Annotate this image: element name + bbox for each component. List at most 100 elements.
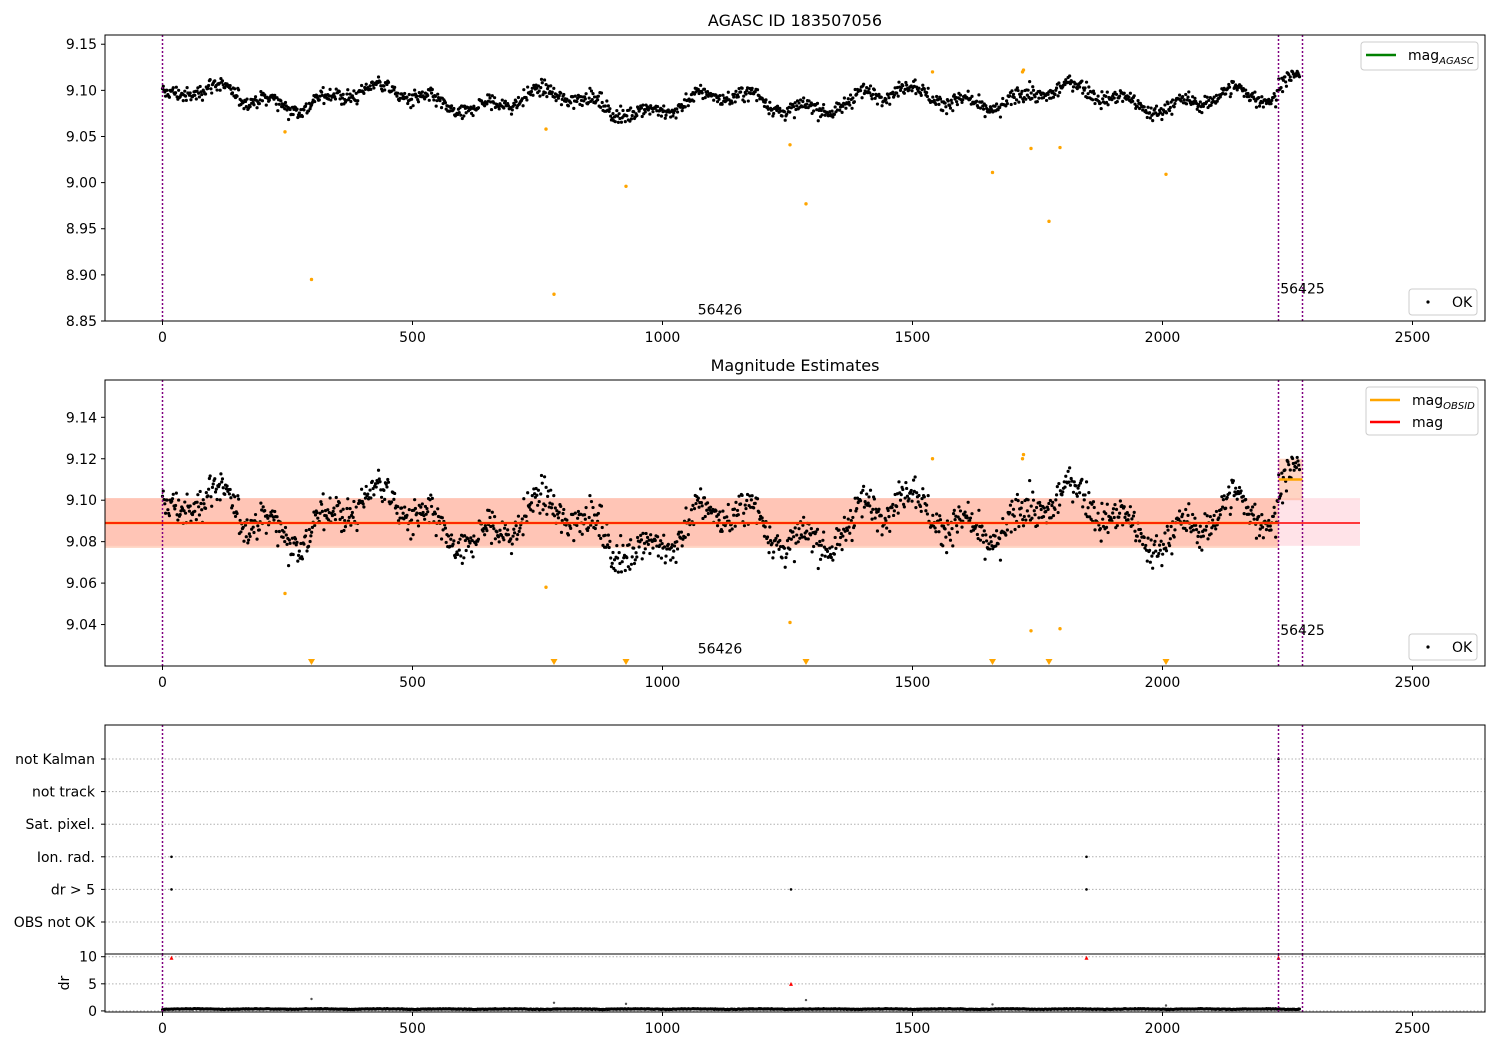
ok-point [988,535,993,539]
ok-point [1112,96,1116,100]
ok-point [302,542,306,546]
ok-point [853,87,857,92]
ok-point [904,480,908,485]
ok-point [545,95,549,99]
ok-point [1239,84,1243,88]
ok-point [416,100,421,104]
ok-point [384,482,388,486]
ok-point [1077,483,1081,488]
ok-point [340,96,344,100]
ok-point [441,528,445,532]
ok-point [230,504,235,508]
out-of-range-marker [1162,659,1170,665]
ok-point [1127,95,1131,99]
ok-point [683,535,687,539]
ok-point [901,83,905,88]
ok-point [788,110,792,114]
ok-point [605,99,609,103]
dr-point [1298,1007,1301,1011]
ok-point [1048,498,1053,503]
ok-point [1132,510,1136,515]
ok-point [770,541,774,545]
ok-point [516,514,521,518]
ok-point [578,530,582,534]
ok-point [629,106,633,110]
ok-point [378,80,382,84]
ok-point [532,492,537,496]
ok-point [487,508,491,513]
ok-point [436,92,440,96]
ok-point [715,524,720,528]
ok-point [1061,490,1065,494]
ok-point [1037,96,1041,100]
ok-point [910,89,914,93]
flag-row-label: not Kalman [15,752,95,768]
ok-point [961,98,965,102]
ok-point [572,106,576,110]
ok-point [409,537,413,541]
ok-point [580,532,584,536]
ok-point [187,509,192,513]
ok-point [890,506,894,510]
ok-point [1258,527,1262,531]
ok-point [266,516,270,520]
out-of-range-marker [989,659,996,665]
ok-point [651,110,655,114]
ok-point [1028,80,1032,84]
out-of-range-marker [622,659,630,665]
ok-point [1053,507,1057,512]
ok-point [872,497,876,501]
ok-point [1227,491,1232,495]
ok-point [409,106,413,110]
ok-point [515,537,519,541]
ok-point [502,526,507,530]
ok-point [671,556,675,560]
ok-point [1021,517,1025,522]
ok-point [808,533,813,537]
ok-point [308,107,312,111]
ok-point [349,99,353,104]
ok-point [531,509,535,513]
ok-point [1133,529,1137,533]
ok-point [223,86,227,90]
ok-point [284,533,288,537]
ok-point [783,565,787,569]
ok-point [721,509,725,513]
ok-point [1297,463,1301,467]
ok-point [463,534,467,538]
ok-point [529,501,534,505]
ok-point [466,536,470,541]
ok-point [560,97,564,102]
ok-point [616,570,620,574]
ok-point [573,94,577,98]
ok-point [198,489,202,494]
x-tick-label: 1000 [645,1021,681,1037]
ok-point [1269,528,1273,532]
ok-point [617,112,621,116]
ok-point [589,499,594,504]
ok-point [895,504,899,509]
ok-point [1297,467,1302,472]
x-tick-label: 2500 [1395,330,1431,346]
ok-point [1247,95,1251,99]
ok-point [343,518,347,523]
ok-point [998,105,1002,110]
ok-point [1224,506,1228,510]
ok-point [692,92,697,96]
ok-point [742,524,747,528]
x-tick-label: 1500 [895,675,931,691]
ok-point [1033,95,1037,99]
ok-point [637,545,641,549]
ok-point [322,528,326,532]
ok-point [1058,90,1062,95]
ok-point [220,79,225,83]
ok-point [1284,489,1289,493]
ok-point [679,102,684,107]
ok-point [1212,513,1216,518]
ok-point [370,80,374,84]
ok-point [1020,89,1024,93]
ok-point [319,500,323,504]
ok-point [399,92,404,96]
ok-point [416,524,421,528]
ok-point [1076,486,1080,490]
